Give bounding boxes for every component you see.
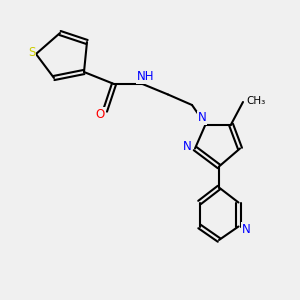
Text: O: O — [96, 107, 105, 121]
Text: N: N — [242, 223, 250, 236]
Text: CH₃: CH₃ — [246, 95, 265, 106]
Text: N: N — [183, 140, 192, 154]
Text: S: S — [28, 46, 35, 59]
Text: NH: NH — [137, 70, 154, 83]
Text: N: N — [197, 111, 206, 124]
